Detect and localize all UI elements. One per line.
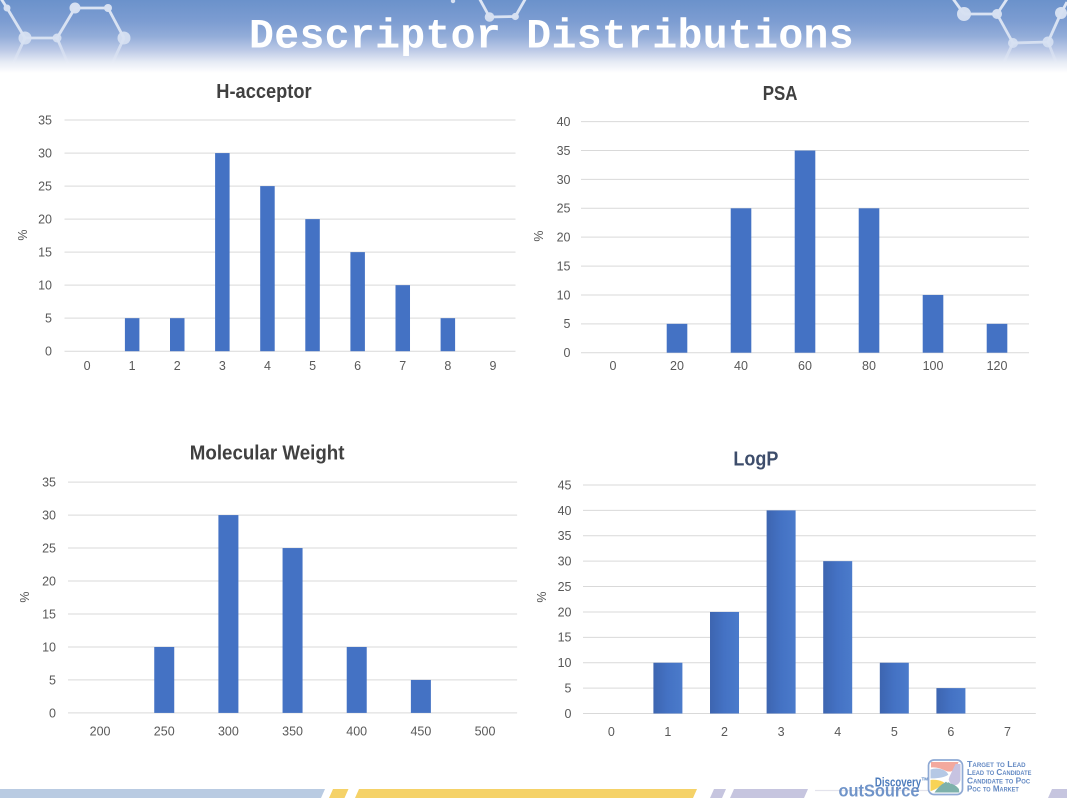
svg-text:3: 3 (219, 359, 226, 373)
svg-text:350: 350 (282, 724, 303, 738)
svg-text:5: 5 (45, 312, 52, 326)
svg-text:300: 300 (218, 724, 239, 738)
svg-text:40: 40 (557, 115, 571, 129)
svg-text:60: 60 (798, 359, 812, 373)
svg-text:400: 400 (346, 724, 367, 738)
svg-text:5: 5 (309, 359, 316, 373)
svg-text:20: 20 (557, 231, 571, 245)
svg-text:15: 15 (38, 246, 52, 260)
svg-text:1: 1 (129, 359, 136, 373)
svg-text:35: 35 (42, 476, 56, 490)
svg-text:4: 4 (834, 725, 841, 739)
svg-text:0: 0 (49, 706, 56, 720)
svg-text:5: 5 (565, 682, 572, 696)
svg-text:450: 450 (410, 724, 431, 738)
svg-text:5: 5 (49, 673, 56, 687)
svg-text:0: 0 (608, 725, 615, 739)
svg-text:15: 15 (42, 607, 56, 621)
svg-text:6: 6 (354, 359, 361, 373)
svg-text:25: 25 (38, 180, 52, 194)
svg-text:H-acceptor: H-acceptor (216, 81, 311, 103)
svg-text:0: 0 (84, 359, 91, 373)
svg-text:25: 25 (42, 541, 56, 555)
svg-text:%: % (535, 591, 549, 602)
svg-text:5: 5 (564, 317, 571, 331)
svg-text:TM: TM (922, 777, 929, 782)
svg-text:20: 20 (670, 359, 684, 373)
svg-text:10: 10 (42, 640, 56, 654)
svg-text:35: 35 (558, 529, 572, 543)
svg-text:PSA: PSA (763, 83, 798, 105)
svg-text:45: 45 (558, 478, 572, 492)
svg-text:0: 0 (45, 345, 52, 359)
svg-text:Molecular Weight: Molecular Weight (190, 443, 345, 465)
svg-text:9: 9 (489, 359, 496, 373)
svg-text:0: 0 (564, 346, 571, 360)
svg-text:35: 35 (557, 144, 571, 158)
svg-text:30: 30 (558, 555, 572, 569)
svg-text:20: 20 (558, 605, 572, 619)
svg-text:10: 10 (558, 656, 572, 670)
svg-text:8: 8 (444, 359, 451, 373)
svg-text:0: 0 (565, 707, 572, 721)
svg-text:Discovery: Discovery (875, 775, 921, 789)
svg-text:Poc to Market: Poc to Market (967, 784, 1019, 794)
svg-text:LogP: LogP (733, 448, 778, 470)
svg-text:10: 10 (557, 288, 571, 302)
svg-text:30: 30 (42, 508, 56, 522)
svg-text:40: 40 (734, 359, 748, 373)
svg-text:2: 2 (721, 725, 728, 739)
svg-text:20: 20 (42, 574, 56, 588)
svg-text:200: 200 (90, 724, 111, 738)
svg-text:7: 7 (1004, 725, 1011, 739)
svg-text:6: 6 (947, 725, 954, 739)
svg-text:1: 1 (664, 725, 671, 739)
svg-text:Target to Lead: Target to Lead (967, 759, 1026, 769)
svg-text:7: 7 (399, 359, 406, 373)
svg-text:%: % (18, 591, 32, 602)
svg-text:30: 30 (38, 146, 52, 160)
svg-text:0: 0 (610, 359, 617, 373)
svg-text:80: 80 (862, 359, 876, 373)
svg-text:120: 120 (987, 359, 1008, 373)
svg-text:outSource: outSource (839, 781, 920, 800)
svg-text:4: 4 (264, 359, 271, 373)
svg-text:15: 15 (557, 259, 571, 273)
svg-text:250: 250 (154, 724, 175, 738)
svg-text:20: 20 (38, 213, 52, 227)
svg-text:100: 100 (923, 359, 944, 373)
svg-text:5: 5 (891, 725, 898, 739)
svg-text:500: 500 (475, 724, 496, 738)
svg-text:35: 35 (38, 113, 52, 127)
svg-text:Lead to Candidate: Lead to Candidate (967, 767, 1031, 777)
svg-text:25: 25 (558, 580, 572, 594)
svg-text:Candidate to Poc: Candidate to Poc (967, 775, 1031, 785)
svg-text:%: % (16, 229, 30, 240)
svg-text:25: 25 (557, 202, 571, 216)
svg-text:2: 2 (174, 359, 181, 373)
svg-text:3: 3 (778, 725, 785, 739)
svg-text:Descriptor Distributions: Descriptor Distributions (249, 14, 854, 61)
svg-text:15: 15 (558, 631, 572, 645)
svg-text:40: 40 (558, 504, 572, 518)
svg-text:10: 10 (38, 279, 52, 293)
svg-text:%: % (532, 230, 546, 241)
svg-text:30: 30 (557, 173, 571, 187)
